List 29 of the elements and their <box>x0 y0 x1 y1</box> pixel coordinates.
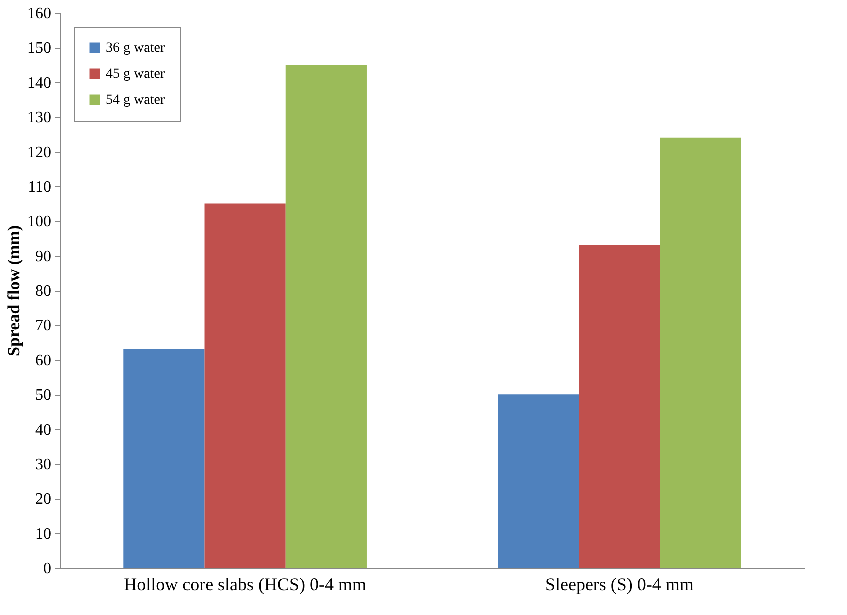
bar <box>204 204 286 568</box>
y-tick-label: 10 <box>36 526 52 543</box>
y-tick-label: 100 <box>28 214 52 231</box>
y-tick-label: 0 <box>44 560 52 578</box>
y-tick-label: 140 <box>28 74 52 92</box>
bar <box>124 349 205 568</box>
y-tick-label: 160 <box>28 6 52 22</box>
bar <box>660 138 742 568</box>
y-tick-label: 20 <box>36 491 52 508</box>
bar <box>286 65 367 568</box>
y-tick-label: 90 <box>36 248 52 266</box>
x-tick-label: Hollow core slabs (HCS) 0-4 mm <box>124 574 367 594</box>
bar <box>498 394 580 568</box>
x-tick-label: Sleepers (S) 0-4 mm <box>545 574 694 594</box>
y-tick-label: 110 <box>28 178 52 196</box>
legend-label: 54 g water <box>106 93 166 108</box>
y-tick-label: 130 <box>28 110 52 127</box>
y-tick-label: 120 <box>28 144 52 162</box>
y-tick-label: 80 <box>36 283 52 300</box>
legend-label: 45 g water <box>106 67 166 82</box>
y-tick-label: 70 <box>36 318 52 335</box>
y-tick-label: 40 <box>36 422 52 439</box>
y-axis-title: Spread flow (mm) <box>4 226 24 356</box>
bar <box>579 245 660 568</box>
y-tick-label: 50 <box>36 387 52 404</box>
y-tick-label: 30 <box>36 456 52 474</box>
y-tick-label: 150 <box>28 40 52 58</box>
legend-label: 36 g water <box>106 41 166 56</box>
y-tick-label: 60 <box>36 352 52 370</box>
